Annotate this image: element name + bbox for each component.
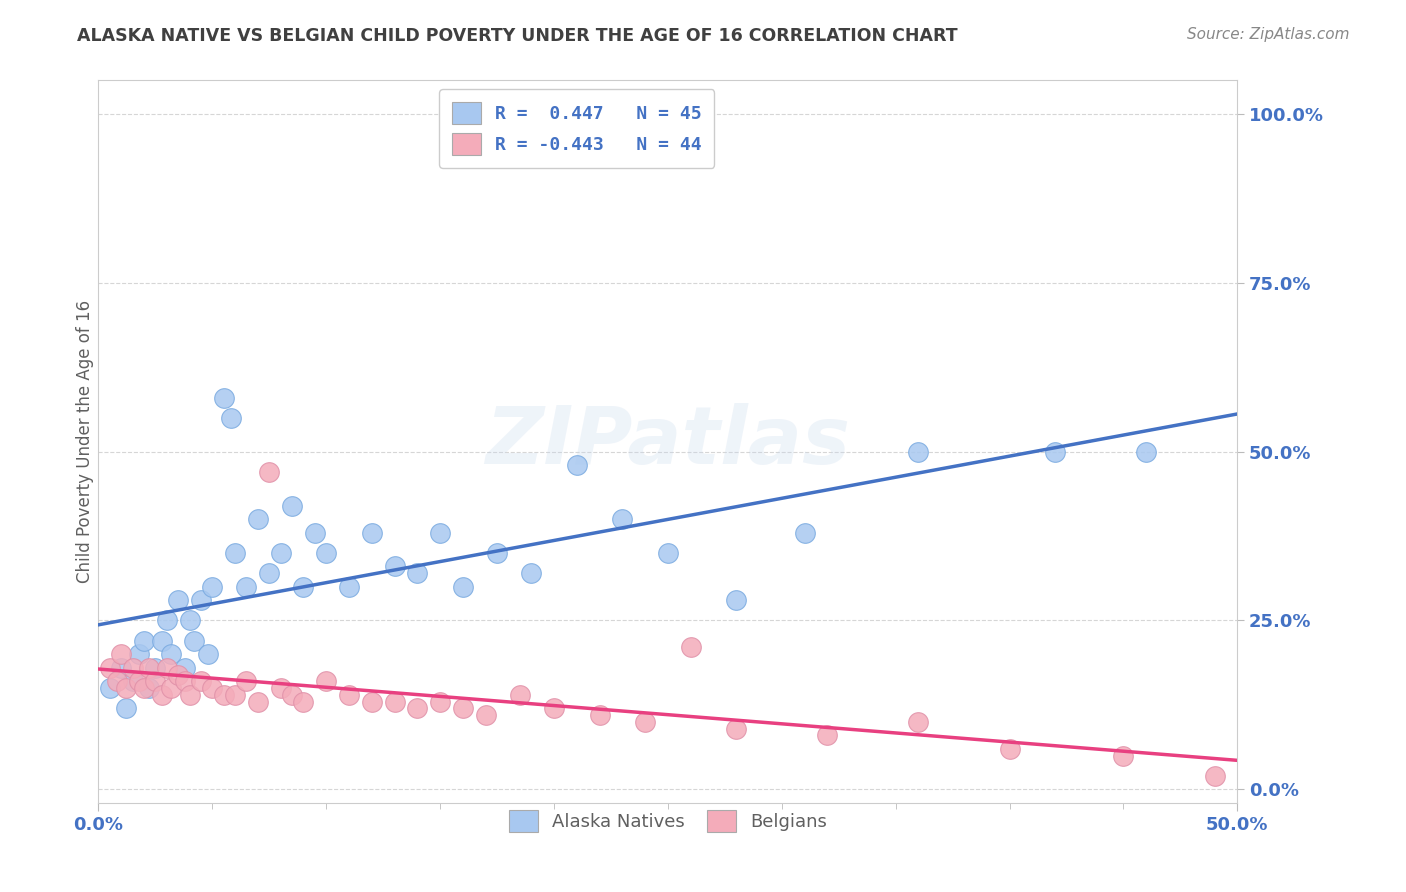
Point (160, 681, 183, 695)
Point (360, 694, 382, 708)
Point (174, 661, 197, 675)
Point (998, 741, 1021, 756)
Text: ALASKA NATIVE VS BELGIAN CHILD POVERTY UNDER THE AGE OF 16 CORRELATION CHART: ALASKA NATIVE VS BELGIAN CHILD POVERTY U… (77, 27, 957, 45)
Point (270, 681, 292, 695)
Point (114, 681, 136, 695)
Point (1135, 444, 1157, 458)
Point (246, 512, 269, 526)
Point (679, 640, 702, 655)
Point (337, 580, 360, 594)
Text: ZIPatlas: ZIPatlas (485, 402, 851, 481)
Point (167, 593, 190, 607)
Point (907, 444, 929, 458)
Point (292, 694, 315, 708)
Point (201, 580, 224, 594)
Point (406, 701, 429, 715)
Point (543, 701, 565, 715)
Point (212, 688, 235, 702)
Point (156, 614, 179, 628)
Point (451, 701, 474, 715)
Point (907, 714, 929, 729)
Point (259, 566, 281, 581)
Point (128, 674, 150, 689)
Point (98, 681, 121, 695)
Point (337, 688, 360, 702)
Point (98, 661, 121, 675)
Point (150, 688, 173, 702)
Point (174, 674, 197, 689)
Point (132, 681, 155, 695)
Point (224, 688, 246, 702)
Point (657, 546, 679, 560)
Point (520, 566, 543, 581)
Point (160, 647, 183, 661)
Text: Source: ZipAtlas.com: Source: ZipAtlas.com (1187, 27, 1350, 42)
Point (360, 525, 382, 540)
Point (304, 525, 326, 540)
Point (1043, 444, 1066, 458)
Point (114, 701, 136, 715)
Point (246, 694, 269, 708)
Point (1112, 748, 1135, 763)
Point (138, 681, 160, 695)
Point (315, 674, 337, 689)
Point (105, 674, 128, 689)
Point (121, 674, 143, 689)
Point (384, 694, 406, 708)
Point (179, 688, 201, 702)
Point (486, 546, 509, 560)
Point (259, 465, 281, 479)
Point (235, 674, 257, 689)
Point (1204, 769, 1226, 783)
Point (179, 614, 201, 628)
Point (201, 681, 224, 695)
Y-axis label: Child Poverty Under the Age of 16: Child Poverty Under the Age of 16 (76, 300, 94, 583)
Point (235, 580, 257, 594)
Point (183, 633, 205, 648)
Point (281, 499, 304, 513)
Point (110, 661, 132, 675)
Point (725, 593, 748, 607)
Point (612, 512, 634, 526)
Point (121, 661, 143, 675)
Point (451, 580, 474, 594)
Point (588, 708, 610, 723)
Point (219, 411, 242, 425)
Point (128, 647, 150, 661)
Point (156, 661, 179, 675)
Point (474, 708, 496, 723)
Point (565, 458, 588, 472)
Point (793, 525, 815, 540)
Point (725, 722, 748, 736)
Point (634, 714, 657, 729)
Point (270, 546, 292, 560)
Point (167, 667, 190, 681)
Point (132, 633, 155, 648)
Point (145, 661, 167, 675)
Point (145, 674, 167, 689)
Point (150, 633, 173, 648)
Point (281, 688, 304, 702)
Point (429, 694, 451, 708)
Point (224, 546, 246, 560)
Point (315, 546, 337, 560)
Point (509, 688, 531, 702)
Point (212, 391, 235, 405)
Point (292, 580, 315, 594)
Point (197, 647, 219, 661)
Point (406, 566, 429, 581)
Point (190, 593, 212, 607)
Point (429, 525, 451, 540)
Point (815, 728, 838, 742)
Point (110, 647, 132, 661)
Point (384, 559, 406, 574)
Legend: Alaska Natives, Belgians: Alaska Natives, Belgians (496, 797, 839, 845)
Point (190, 674, 212, 689)
Point (138, 661, 160, 675)
